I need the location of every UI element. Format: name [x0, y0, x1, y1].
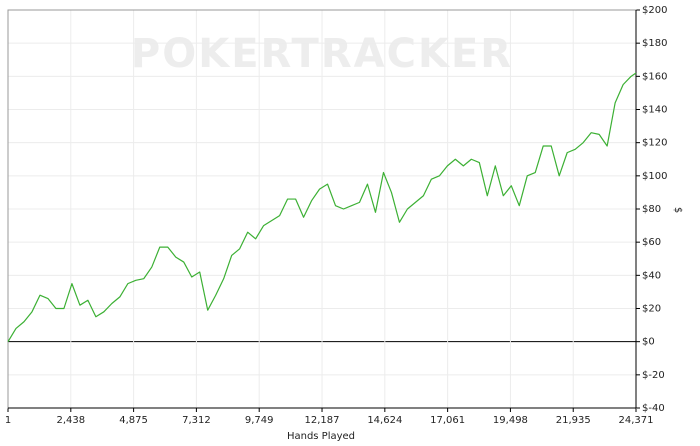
- x-tick-label: 12,187: [305, 415, 340, 426]
- y-axis-label: $: [672, 207, 683, 213]
- x-tick-label: 24,371: [619, 415, 654, 426]
- y-tick-label: $80: [642, 204, 661, 215]
- y-tick-label: $140: [642, 105, 667, 116]
- x-tick-label: 21,935: [556, 415, 591, 426]
- x-tick-label: 7,312: [182, 415, 211, 426]
- y-tick-label: $-20: [642, 370, 665, 381]
- x-tick-label: 4,875: [119, 415, 148, 426]
- y-tick-label: $160: [642, 71, 667, 82]
- y-tick-label: $100: [642, 171, 667, 182]
- x-tick-label: 9,749: [245, 415, 274, 426]
- x-axis-label: Hands Played: [287, 431, 355, 442]
- y-tick-label: $-40: [642, 403, 665, 414]
- y-tick-label: $120: [642, 138, 667, 149]
- data-line: [7, 72, 637, 342]
- y-tick-label: $40: [642, 270, 661, 281]
- x-tick-label: 2,438: [56, 415, 85, 426]
- y-tick-label: $180: [642, 38, 667, 49]
- x-tick-label: 14,624: [367, 415, 402, 426]
- y-tick-label: $60: [642, 237, 661, 248]
- y-tick-label: $0: [642, 337, 655, 348]
- x-tick-label: 1: [5, 415, 11, 426]
- y-tick-label: $200: [642, 5, 667, 16]
- x-tick-label: 19,498: [493, 415, 528, 426]
- x-tick-label: 17,061: [430, 415, 465, 426]
- y-tick-label: $20: [642, 304, 661, 315]
